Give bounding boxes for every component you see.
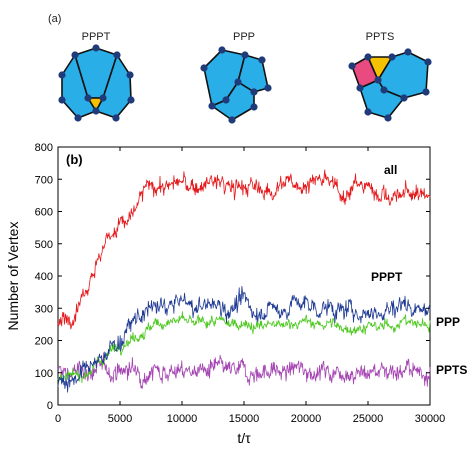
vertex-dot: [388, 53, 396, 61]
motif-ppp-drawing: [200, 46, 272, 124]
y-tick-label: 0: [47, 400, 53, 412]
y-tick-label: 100: [35, 368, 53, 380]
x-tick-label: 5000: [108, 413, 132, 425]
vertex-dot: [71, 51, 79, 59]
vertex-dot: [218, 46, 226, 54]
y-axis-label: Number of Vertex: [5, 222, 21, 331]
vertex-dot: [364, 108, 372, 116]
x-tick-label: 15000: [229, 413, 260, 425]
y-tick-label: 200: [35, 336, 53, 348]
series-label-ppp: PPP: [436, 315, 460, 329]
x-tick-label: 30000: [415, 413, 446, 425]
series-line-all: [57, 169, 431, 330]
tick-layer: 0 5000 10000 15000 20000 25000 30000 0 100 200 300…: [35, 142, 446, 425]
series-line-ppts: [57, 352, 431, 389]
vertex-dot: [264, 84, 272, 92]
y-tick-label: 300: [35, 303, 53, 315]
triangle-center: [87, 97, 104, 112]
vertex-dot: [364, 53, 372, 61]
vertex-dot: [380, 86, 388, 94]
vertex-dot: [208, 102, 216, 110]
vertex-dot: [126, 71, 134, 79]
series-layer: [57, 169, 431, 393]
vertex-dot: [384, 114, 392, 122]
vertex-dot: [258, 56, 266, 64]
vertex-dot: [422, 88, 430, 96]
vertex-dot: [74, 114, 82, 122]
vertex-dot: [58, 96, 66, 104]
vertex-dot: [99, 94, 107, 102]
y-tick-label: 700: [35, 174, 53, 186]
vertex-dot: [127, 96, 135, 104]
panel-b-label: (b): [66, 152, 83, 167]
series-line-ppp: [57, 311, 431, 384]
vertex-dot: [374, 76, 382, 84]
motif-label-ppp: PPP: [233, 31, 255, 43]
vertex-dot: [234, 78, 242, 86]
series-label-all: all: [384, 163, 397, 177]
motif-label-ppts: PPTS: [366, 31, 395, 43]
line-chart: 0 5000 10000 15000 20000 25000 30000 0 100 200 300…: [5, 142, 467, 446]
vertex-dot: [92, 44, 100, 52]
motif-ppPT-drawing: [58, 44, 135, 122]
vertex-dot: [92, 107, 100, 115]
vertex-dot: [112, 114, 120, 122]
series-label-pppt: PPPT: [371, 270, 403, 284]
x-tick-label: 0: [55, 413, 61, 425]
series-line-pppt: [57, 285, 431, 393]
y-tick-label: 500: [35, 239, 53, 251]
vertex-dot: [241, 51, 249, 59]
y-tick-label: 800: [35, 142, 53, 154]
y-tick-label: 400: [35, 271, 53, 283]
vertex-dot: [400, 94, 408, 102]
vertex-dot: [58, 71, 66, 79]
vertex-dot: [424, 58, 432, 66]
motif-label-ppPT: PPPT: [82, 31, 111, 43]
vertex-dot: [250, 88, 258, 96]
vertex-dot: [200, 64, 208, 72]
x-tick-label: 10000: [167, 413, 198, 425]
vertex-dot: [250, 103, 258, 111]
y-tick-label: 600: [35, 207, 53, 219]
vertex-dot: [222, 96, 230, 104]
vertex-dot: [84, 94, 92, 102]
vertex-dot: [356, 84, 364, 92]
vertex-dot: [228, 116, 236, 124]
series-label-ppts: PPTS: [436, 363, 467, 377]
x-axis-label: t/τ: [237, 430, 251, 446]
vertex-dot: [404, 48, 412, 56]
x-tick-label: 25000: [353, 413, 384, 425]
vertex-dot: [113, 51, 121, 59]
triangle-yellow: [367, 56, 393, 81]
motif-ppts-drawing: [348, 48, 432, 122]
panel-a-label: (a): [48, 13, 61, 25]
x-tick-label: 20000: [291, 413, 322, 425]
vertex-dot: [348, 62, 356, 70]
